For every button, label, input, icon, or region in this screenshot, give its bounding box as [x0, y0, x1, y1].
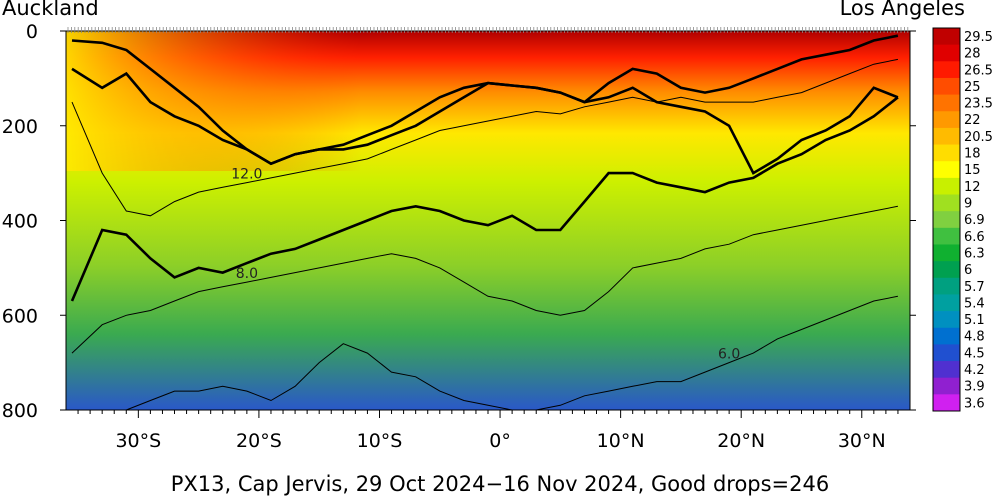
x-tick-label-6: 30°N [838, 430, 886, 452]
colorbar-swatch-4 [933, 94, 960, 112]
latitude-axis: 30°S 20°S 10°S 0° 10°N 20°N 30°N [77, 410, 899, 452]
colorbar-label-3: 25 [964, 80, 981, 95]
x-tick-label-5: 20°N [717, 430, 765, 452]
colorbar-swatch-18 [933, 327, 960, 345]
contour-line-5 [72, 295, 898, 410]
y-tick-label-0: 0 [26, 21, 38, 43]
colorbar-label-0: 29.5 [964, 30, 993, 45]
colorbar-label-1: 28 [964, 47, 981, 62]
y-tick-label-4: 800 [2, 400, 38, 422]
contour-label-5: 6.0 [718, 347, 740, 363]
cruise-caption: PX13, Cap Jervis, 29 Oct 2024−16 Nov 202… [170, 472, 830, 496]
colorbar-swatch-22 [933, 394, 960, 412]
colorbar-label-20: 4.2 [964, 363, 985, 378]
colorbar-swatch-10 [933, 194, 960, 212]
colorbar-swatch-20 [933, 361, 960, 379]
colorbar-label-22: 3.6 [964, 396, 985, 411]
contour-label-2: 12.0 [231, 167, 262, 183]
colorbar-label-17: 5.1 [964, 313, 985, 328]
colorbar-swatch-2 [933, 61, 960, 79]
y-tick-label-1: 200 [2, 116, 38, 138]
colorbar-swatch-15 [933, 277, 960, 295]
colorbar-label-12: 6.6 [964, 230, 985, 245]
colorbar-label-11: 6.9 [964, 213, 985, 228]
contour-label-4: 8.0 [236, 266, 258, 282]
contour-line-3 [70, 96, 899, 302]
colorbar-swatch-5 [933, 111, 960, 129]
colorbar-label-13: 6.3 [964, 246, 985, 261]
colorbar-swatch-11 [933, 211, 960, 229]
y-tick-label-2: 400 [2, 211, 38, 233]
colorbar-swatch-17 [933, 311, 960, 329]
colorbar-label-7: 18 [964, 147, 981, 162]
x-tick-label-2: 10°S [357, 430, 403, 452]
colorbar-label-15: 5.7 [964, 280, 985, 295]
x-tick-label-0: 30°S [115, 430, 161, 452]
colorbar-swatch-14 [933, 261, 960, 279]
x-tick-label-4: 10°N [597, 430, 645, 452]
drop-marks [67, 27, 909, 33]
temperature-field-shading [66, 31, 910, 171]
colorbar-label-9: 12 [964, 180, 981, 195]
colorbar-swatch-19 [933, 344, 960, 362]
colorbar-label-16: 5.4 [964, 296, 985, 311]
contour-line-2 [71, 58, 898, 217]
contour-line-4 [71, 205, 898, 354]
colorbar-label-10: 9 [964, 197, 972, 212]
colorbar-label-5: 22 [964, 113, 981, 128]
colorbar-label-19: 4.5 [964, 346, 985, 361]
y-tick-label-3: 600 [2, 305, 38, 327]
colorbar-swatch-16 [933, 294, 960, 312]
colorbar-label-14: 6 [964, 263, 972, 278]
end-station-label: Los Angeles [839, 0, 965, 20]
colorbar-swatch-3 [933, 77, 960, 96]
colorbar-label-4: 23.5 [964, 97, 993, 112]
colorbar-frame [932, 27, 961, 412]
colorbar-label-18: 4.8 [964, 330, 985, 345]
colorbar-swatch-12 [933, 227, 960, 245]
colorbar-swatch-21 [933, 377, 960, 395]
colorbar-swatch-1 [933, 44, 960, 62]
colorbar-label-6: 20.5 [964, 130, 993, 145]
depth-axis: 0 200 400 600 800 [2, 21, 916, 422]
colorbar-label-21: 3.9 [964, 380, 985, 395]
start-station-label: Auckland [2, 0, 99, 20]
x-tick-label-1: 20°S [236, 430, 282, 452]
colorbar-swatch-6 [933, 127, 960, 146]
colorbar-swatch-8 [933, 161, 960, 179]
plot-area: 12.0 8.0 6.0 [66, 31, 910, 410]
contour-labels: 12.0 8.0 6.0 [231, 167, 740, 363]
colorbar-label-2: 26.5 [964, 63, 993, 78]
x-tick-label-3: 0° [489, 430, 511, 452]
colorbar-label-8: 15 [964, 163, 981, 178]
contour-lines [70, 34, 899, 410]
colorbar-swatch-13 [933, 244, 960, 262]
colorbar-swatch-7 [933, 144, 960, 162]
colorbar-swatch-9 [933, 177, 960, 196]
contour-line-1 [71, 67, 899, 175]
colorbar-swatch-0 [933, 28, 960, 46]
